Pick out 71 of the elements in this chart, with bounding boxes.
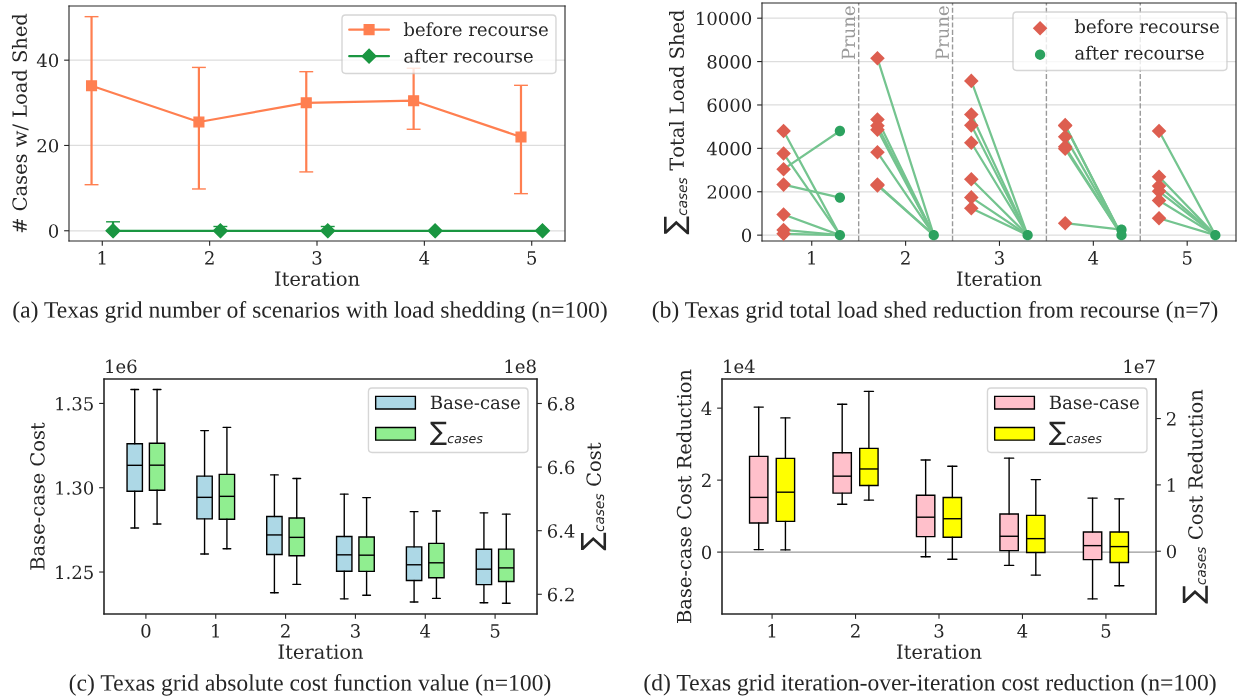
text: (b) Texas grid total load shed reduction from recourse (n=7) bbox=[652, 301, 1218, 323]
y-tick-label: 4000 bbox=[706, 141, 752, 156]
legend-label: before recourse bbox=[1074, 19, 1219, 34]
x-tick-label: 5 bbox=[527, 251, 537, 265]
x-axis-title: Iteration bbox=[275, 271, 360, 287]
x-tick-label: 1 bbox=[98, 251, 106, 265]
text: 1e7 bbox=[1124, 359, 1155, 374]
y-tick-label: 4 bbox=[701, 401, 712, 416]
x-tick-label: 5 bbox=[1182, 251, 1192, 265]
x-tick-label: 2 bbox=[281, 624, 290, 638]
y-tick-label: 10000 bbox=[697, 11, 752, 26]
x-tick-label: 1 bbox=[808, 251, 815, 265]
legend-label: after recourse bbox=[1075, 45, 1204, 60]
y-tick-label: 0 bbox=[48, 224, 59, 238]
x-tick-label: 4 bbox=[420, 624, 431, 638]
x-tick-label: 2 bbox=[901, 251, 910, 265]
x-axis-title: Iteration bbox=[278, 644, 364, 660]
x-tick-label: 3 bbox=[312, 251, 322, 265]
y2-tick-label: 0 bbox=[1166, 544, 1177, 559]
y-tick-label: 2000 bbox=[707, 185, 752, 199]
y-tick-label: 6000 bbox=[707, 98, 752, 113]
x-axis-title: Iteration bbox=[957, 271, 1042, 287]
y-tick-label: 8000 bbox=[707, 55, 752, 69]
y-axis-title: Base-case Cost bbox=[30, 422, 45, 570]
x-tick-label: 1 bbox=[212, 624, 219, 638]
ref-line-label: Prune bbox=[841, 6, 856, 60]
x-tick-label: 4 bbox=[1017, 624, 1028, 638]
y-tick-label: 1.35 bbox=[56, 396, 93, 411]
y2-tick-label: 2 bbox=[1166, 412, 1176, 426]
y2-axis-title: ∑$_{cases}$ Cost bbox=[580, 442, 607, 551]
legend-label: before recourse bbox=[403, 22, 548, 37]
x-tick-label: 4 bbox=[1088, 251, 1099, 265]
x-tick-label: 3 bbox=[995, 251, 1004, 265]
x-tick-label: 1 bbox=[768, 624, 776, 638]
text: 1e4 bbox=[724, 359, 755, 374]
y2-tick-label: 1 bbox=[1167, 478, 1175, 492]
y2-tick-label: 6.4 bbox=[547, 524, 575, 538]
legend-label: Base-case bbox=[1049, 395, 1139, 410]
legend-label: ∑$_{cases}$ bbox=[1049, 421, 1102, 446]
y2-tick-label: 6.2 bbox=[547, 587, 574, 602]
y-axis-title: ∑$_{cases}$ Total Load Shed bbox=[664, 10, 690, 235]
y-axis-title: # Cases w/ Load Shed bbox=[11, 13, 29, 233]
text: (d) Texas grid iteration-over-iteration cost reduction (n=100) bbox=[644, 674, 1216, 696]
text: 1e8 bbox=[505, 359, 536, 374]
y-tick-label: 20 bbox=[37, 138, 59, 153]
x-tick-label: 5 bbox=[1101, 624, 1111, 638]
text: 1e6 bbox=[106, 359, 137, 374]
x-tick-label: 2 bbox=[205, 251, 214, 265]
x-tick-label: 3 bbox=[934, 624, 944, 638]
y-tick-label: 1.25 bbox=[56, 565, 93, 580]
y-tick-label: 40 bbox=[36, 53, 59, 68]
y2-axis-title: ∑$_{cases}$ Cost Reduction bbox=[1182, 389, 1208, 604]
legend-label: ∑$_{cases}$ bbox=[430, 421, 483, 446]
legend-label: after recourse bbox=[404, 48, 533, 63]
y-tick-label: 1.30 bbox=[56, 481, 94, 495]
x-tick-label: 3 bbox=[351, 624, 360, 638]
ref-line-label: Prune bbox=[935, 6, 950, 60]
y-tick-label: 0 bbox=[701, 545, 712, 560]
legend-label: Base-case bbox=[430, 395, 520, 410]
x-tick-label: 0 bbox=[141, 624, 151, 638]
x-tick-label: 4 bbox=[419, 251, 430, 265]
y-tick-label: 2 bbox=[702, 473, 711, 487]
x-tick-label: 2 bbox=[851, 624, 860, 638]
y2-tick-label: 6.8 bbox=[547, 396, 575, 411]
y-axis-title: Base-case Cost Reduction bbox=[676, 369, 692, 623]
text: (a) Texas grid number of scenarios with load shedding (n=100) bbox=[13, 301, 607, 323]
text: (c) Texas grid absolute cost function value (n=100) bbox=[69, 674, 551, 696]
y2-tick-label: 6.6 bbox=[547, 460, 575, 475]
y-tick-label: 0 bbox=[741, 228, 752, 243]
x-tick-label: 5 bbox=[490, 624, 500, 638]
x-axis-title: Iteration bbox=[897, 644, 982, 660]
